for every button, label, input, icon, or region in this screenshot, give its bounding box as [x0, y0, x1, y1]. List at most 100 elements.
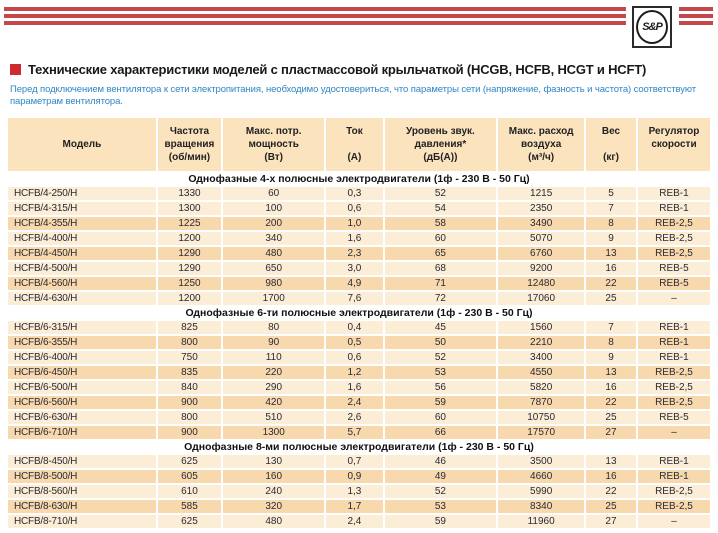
value-cell: REB-2,5: [635, 245, 710, 261]
value-cell: REB-2,5: [635, 483, 710, 499]
model-cell: HCFB/6-710/H: [8, 424, 157, 440]
value-cell: 800: [155, 334, 223, 350]
value-cell: 11960: [496, 513, 586, 528]
column-header-line: Частота: [169, 126, 210, 137]
value-cell: 49: [382, 468, 498, 484]
value-cell: 1215: [496, 185, 586, 201]
section-header-row: Однофазные 4-х полюсные электродвигатели…: [8, 171, 710, 186]
section-header-row: Однофазные 8-ми полюсные электродвигател…: [8, 439, 710, 454]
brand-band: S&P: [4, 5, 713, 49]
value-cell: 59: [382, 394, 498, 410]
value-cell: 56: [382, 379, 498, 395]
table-row: HCFB/4-450/H 1290 480 2,3 65 6760 13 REB-2,5: [8, 245, 710, 261]
value-cell: 1,0: [324, 215, 384, 231]
value-cell: 68: [382, 260, 498, 276]
section-header: Однофазные 8-ми полюсные электродвигател…: [8, 439, 710, 454]
column-header-line: (дБ(А)): [423, 152, 458, 163]
value-cell: 16: [584, 379, 637, 395]
value-cell: 9: [584, 349, 637, 365]
model-cell: HCFB/8-630/H: [8, 498, 157, 514]
table-body: Однофазные 4-х полюсные электродвигатели…: [8, 171, 710, 528]
value-cell: 0,6: [324, 349, 384, 365]
table-header-row: Модель Частота вращения (об/мин) Макс. потр.…: [8, 118, 710, 172]
value-cell: 220: [221, 364, 326, 380]
model-cell: HCFB/6-355/H: [8, 334, 157, 350]
model-cell: HCFB/8-500/H: [8, 468, 157, 484]
model-cell: HCFB/4-355/H: [8, 215, 157, 231]
value-cell: REB-1: [635, 334, 710, 350]
value-cell: 1200: [155, 230, 223, 246]
value-cell: 2210: [496, 334, 586, 350]
value-cell: 50: [382, 334, 498, 350]
value-cell: 3500: [496, 453, 586, 469]
column-header: Макс. расход воздуха (м³/ч): [496, 118, 586, 172]
value-cell: 7,6: [324, 290, 384, 306]
value-cell: 65: [382, 245, 498, 261]
value-cell: REB-5: [635, 409, 710, 425]
model-cell: HCFB/4-250/H: [8, 185, 157, 201]
value-cell: 53: [382, 364, 498, 380]
value-cell: 1,2: [324, 364, 384, 380]
table-row: HCFB/4-315/H 1300 100 0,6 54 2350 7 REB-1: [8, 200, 710, 216]
table-row: HCFB/4-400/H 1200 340 1,6 60 5070 9 REB-2,5: [8, 230, 710, 246]
value-cell: 22: [584, 394, 637, 410]
value-cell: 58: [382, 215, 498, 231]
section-title-row: Технические характеристики моделей с пла…: [10, 62, 712, 77]
column-header-line: Регулятор: [648, 126, 700, 137]
table-row: HCFB/6-500/H 840 290 1,6 56 5820 16 REB-2,5: [8, 379, 710, 395]
page-title: Технические характеристики моделей с пла…: [28, 62, 647, 77]
value-cell: 1560: [496, 319, 586, 335]
value-cell: 1290: [155, 245, 223, 261]
brand-stripes-right: [679, 5, 713, 28]
value-cell: 60: [382, 230, 498, 246]
value-cell: 610: [155, 483, 223, 499]
value-cell: 60: [221, 185, 326, 201]
table-row: HCFB/8-630/H 585 320 1,7 53 8340 25 REB-2,5: [8, 498, 710, 514]
value-cell: 27: [584, 424, 637, 440]
value-cell: 5: [584, 185, 637, 201]
value-cell: 7: [584, 200, 637, 216]
table-row: HCFB/4-560/H 1250 980 4,9 71 12480 22 REB-5: [8, 275, 710, 291]
table-row: HCFB/6-630/H 800 510 2,6 60 10750 25 REB-5: [8, 409, 710, 425]
value-cell: 66: [382, 424, 498, 440]
value-cell: 980: [221, 275, 326, 291]
column-header: Регулятор скорости: [635, 118, 710, 172]
column-header: Макс. потр. мощность (Вт): [221, 118, 326, 172]
table-row: HCFB/4-355/H 1225 200 1,0 58 3490 8 REB-2,5: [8, 215, 710, 231]
value-cell: 80: [221, 319, 326, 335]
value-cell: 17570: [496, 424, 586, 440]
value-cell: 54: [382, 200, 498, 216]
column-header: Вес (кг): [584, 118, 637, 172]
column-header-line: (об/мин): [168, 152, 211, 163]
model-cell: HCFB/6-315/H: [8, 319, 157, 335]
value-cell: 130: [221, 453, 326, 469]
column-header-line: мощность: [248, 139, 299, 150]
column-header-line: [638, 151, 710, 164]
value-cell: 4,9: [324, 275, 384, 291]
table-row: HCFB/6-710/H 900 1300 5,7 66 17570 27–: [8, 424, 710, 440]
model-cell: HCFB/4-315/H: [8, 200, 157, 216]
value-cell: REB-1: [635, 468, 710, 484]
value-cell: 8340: [496, 498, 586, 514]
table-row: HCFB/6-355/H 800 90 0,5 50 2210 8 REB-1: [8, 334, 710, 350]
value-cell: REB-2,5: [635, 379, 710, 395]
value-cell: 53: [382, 498, 498, 514]
column-header-line: (м³/ч): [528, 152, 555, 163]
value-cell: 800: [155, 409, 223, 425]
column-header-line: Макс. расход: [508, 126, 574, 137]
column-header-line: Макс. потр.: [245, 126, 302, 137]
value-cell: 1,7: [324, 498, 384, 514]
table-row: HCFB/6-315/H 825 80 0,4 45 1560 7 REB-1: [8, 319, 710, 335]
value-cell: 9200: [496, 260, 586, 276]
value-cell: 100: [221, 200, 326, 216]
value-cell: 900: [155, 424, 223, 440]
value-cell: 1250: [155, 275, 223, 291]
value-cell: 72: [382, 290, 498, 306]
value-cell: 160: [221, 468, 326, 484]
value-cell: 3400: [496, 349, 586, 365]
model-cell: HCFB/4-450/H: [8, 245, 157, 261]
value-cell: REB-2,5: [635, 498, 710, 514]
value-cell: REB-1: [635, 200, 710, 216]
value-cell: 480: [221, 513, 326, 528]
value-cell: 5820: [496, 379, 586, 395]
